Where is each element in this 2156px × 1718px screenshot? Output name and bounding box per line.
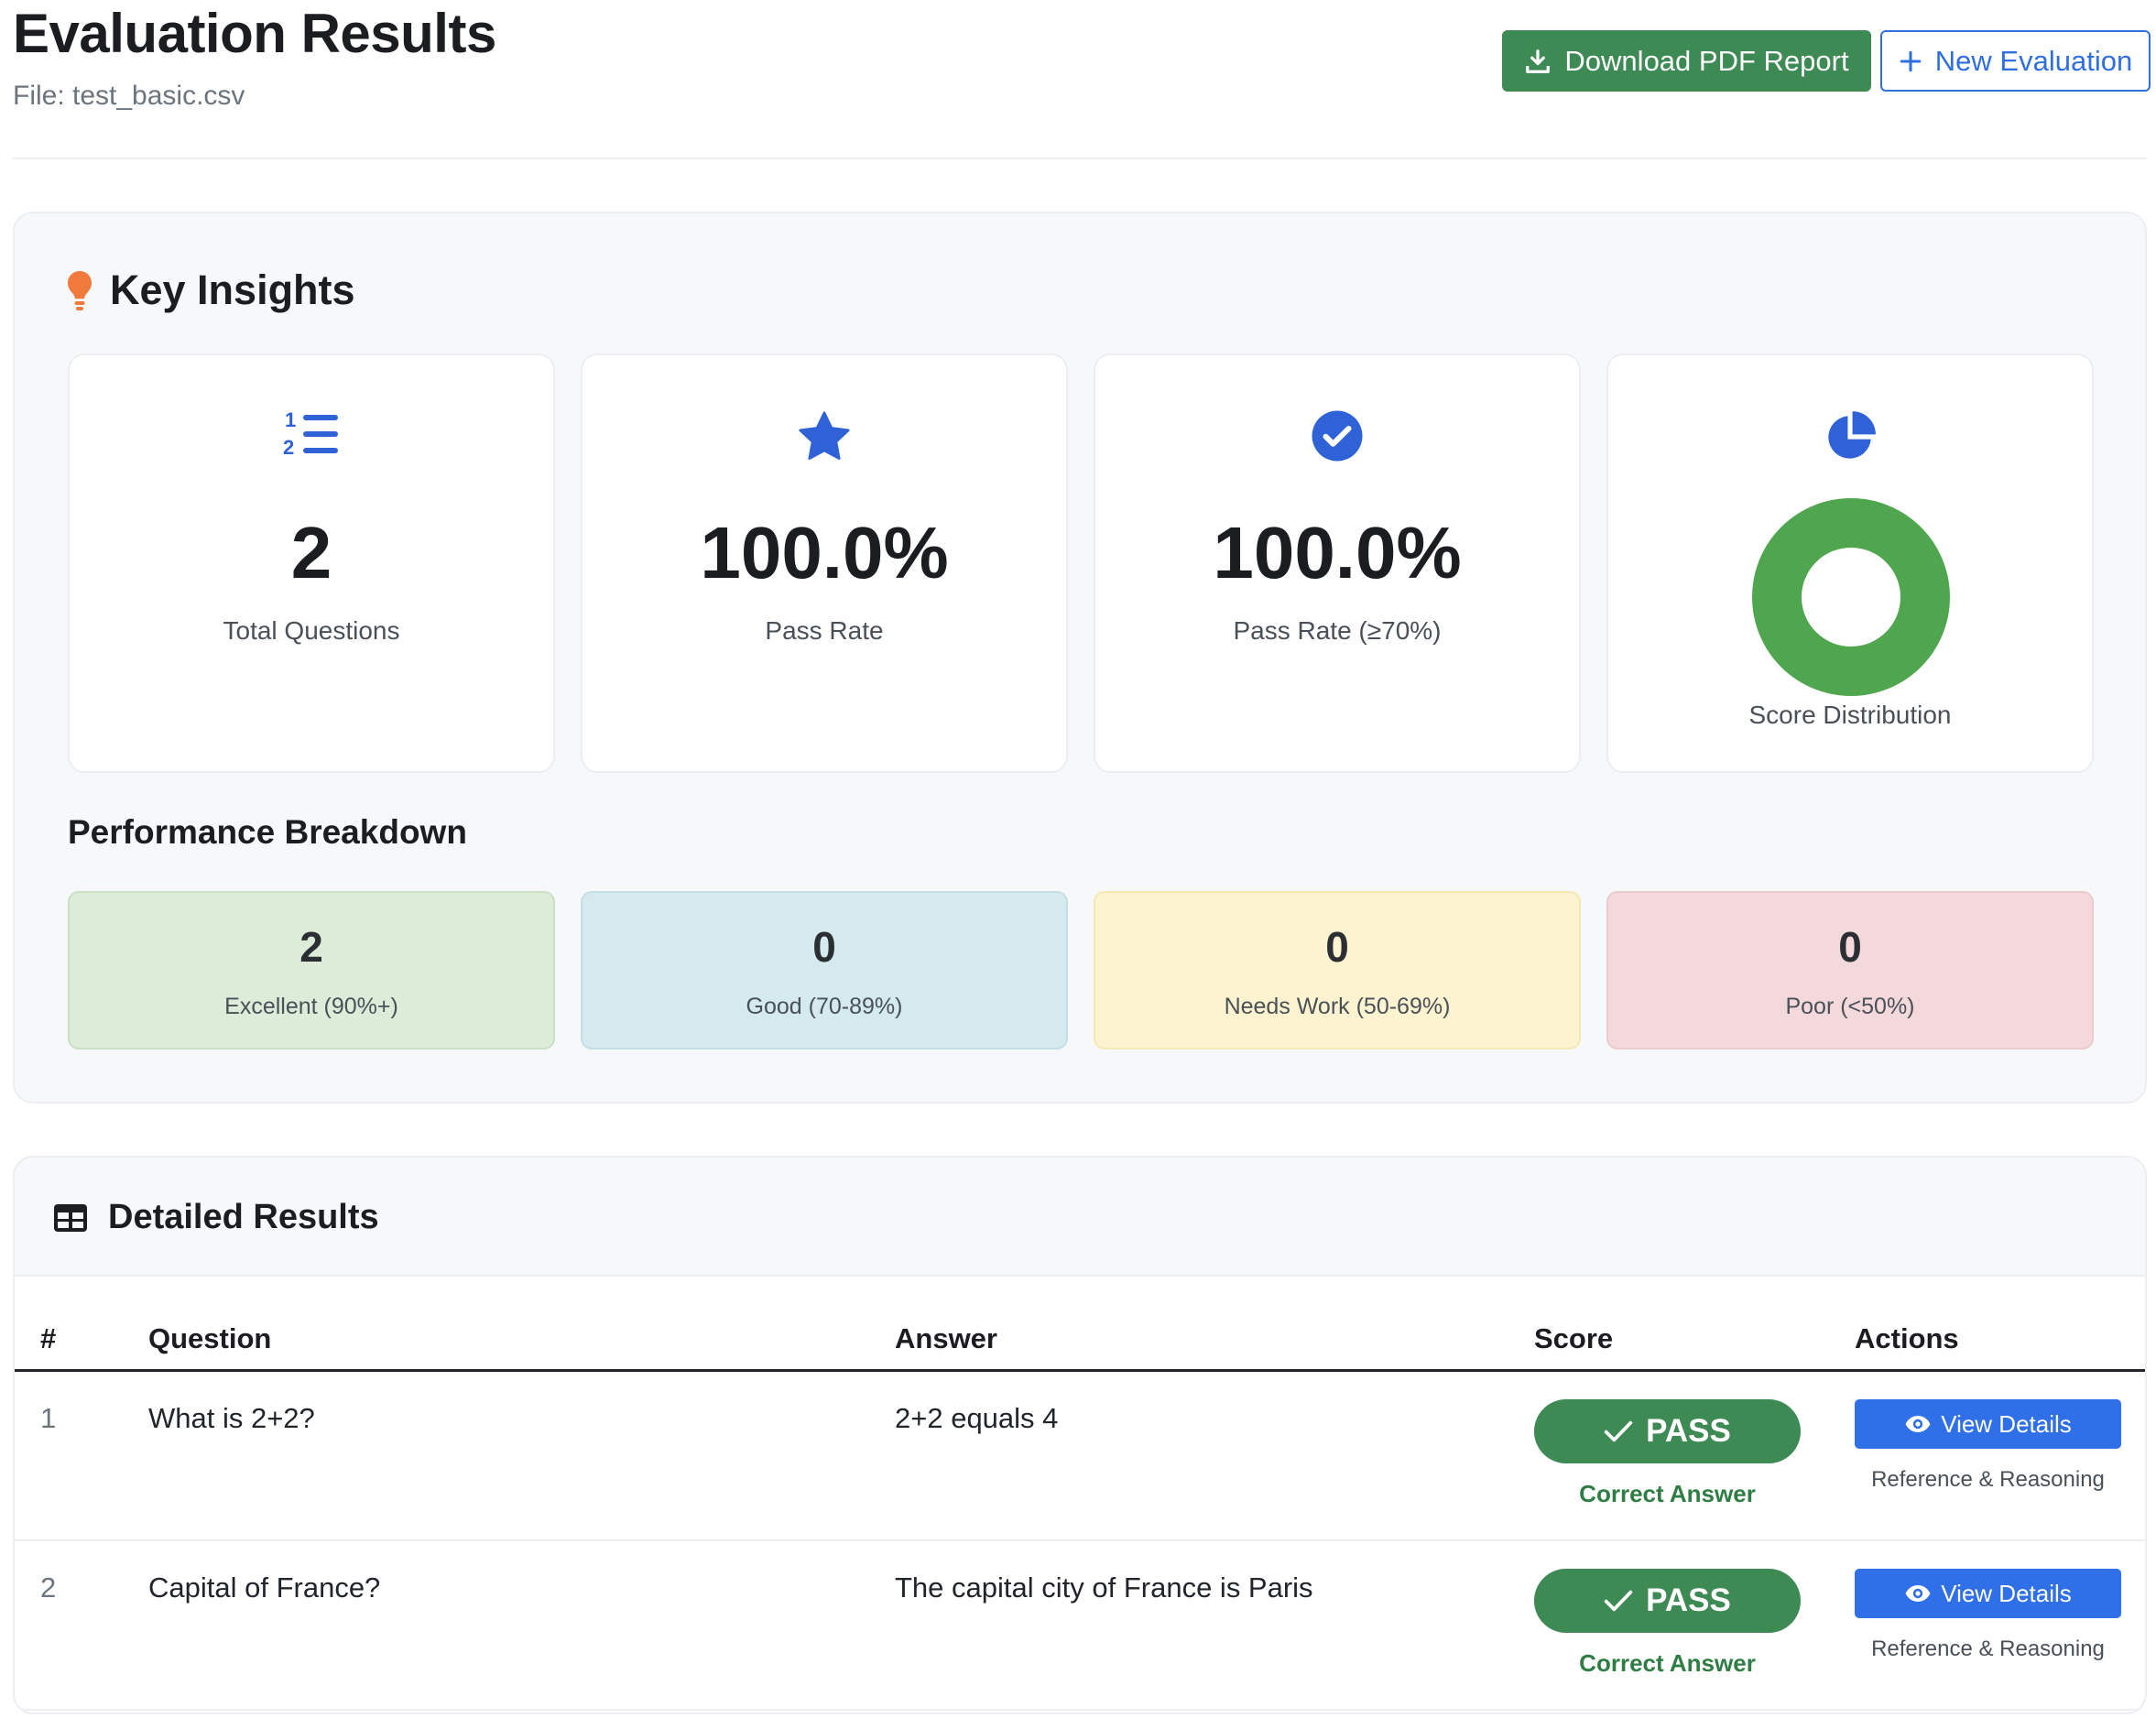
detailed-results-panel: Detailed Results # Question Answer Score… [13, 1156, 2147, 1714]
table-row: 1 What is 2+2? 2+2 equals 4 PASS Correct… [15, 1372, 2145, 1541]
poor-count: 0 [1838, 923, 1862, 971]
pass-rate-threshold-value: 100.0% [1213, 512, 1462, 593]
key-insights-title: Key Insights [110, 266, 355, 313]
poor-card: 0 Poor (<50%) [1606, 891, 2094, 1049]
pass-rate-label: Pass Rate [765, 616, 884, 645]
table-row: 2 Capital of France? The capital city of… [15, 1541, 2145, 1711]
eye-icon [1905, 1416, 1931, 1432]
good-count: 0 [812, 923, 836, 971]
question-cell: What is 2+2? [148, 1402, 315, 1434]
view-details-button[interactable]: View Details [1855, 1399, 2121, 1449]
reference-reasoning-label: Reference & Reasoning [1871, 1636, 2105, 1661]
total-questions-value: 2 [290, 512, 332, 593]
pass-rate-value: 100.0% [700, 512, 949, 593]
col-header-actions: Actions [1855, 1322, 1959, 1354]
view-details-button[interactable]: View Details [1855, 1569, 2121, 1618]
excellent-label: Excellent (90%+) [224, 994, 398, 1019]
good-label: Good (70-89%) [746, 994, 903, 1019]
star-icon [799, 411, 850, 461]
needs-work-card: 0 Needs Work (50-69%) [1094, 891, 1581, 1049]
col-header-num: # [40, 1322, 57, 1354]
eye-icon [1905, 1585, 1931, 1602]
needs-work-count: 0 [1325, 923, 1349, 971]
total-questions-card: 1 2 2 Total Questions [68, 353, 555, 773]
pass-badge: PASS [1534, 1569, 1801, 1633]
poor-label: Poor (<50%) [1785, 994, 1915, 1019]
score-distribution-donut [1752, 498, 1950, 696]
col-header-score: Score [1534, 1322, 1614, 1354]
good-card: 0 Good (70-89%) [581, 891, 1068, 1049]
pie-chart-icon [1828, 411, 1876, 459]
check-circle-icon [1312, 410, 1363, 462]
pass-rate-card: 100.0% Pass Rate [581, 353, 1068, 773]
performance-breakdown-heading: Performance Breakdown [68, 813, 467, 851]
pass-rate-threshold-card: 100.0% Pass Rate (≥70%) [1094, 353, 1581, 773]
new-evaluation-button[interactable]: New Evaluation [1880, 30, 2151, 92]
plus-icon [1900, 50, 1922, 71]
table-icon [54, 1203, 87, 1232]
reference-reasoning-label: Reference & Reasoning [1871, 1467, 2105, 1492]
row-number: 1 [40, 1402, 57, 1434]
new-evaluation-label: New Evaluation [1934, 44, 2133, 77]
svg-text:1: 1 [285, 408, 296, 431]
lightbulb-icon [68, 271, 92, 310]
page-title: Evaluation Results [13, 3, 496, 64]
svg-text:2: 2 [283, 436, 294, 459]
pass-label: PASS [1646, 1582, 1731, 1618]
needs-work-label: Needs Work (50-69%) [1224, 994, 1451, 1019]
key-insights-heading: Key Insights [66, 266, 355, 314]
download-pdf-button[interactable]: Download PDF Report [1502, 30, 1871, 92]
detailed-results-header: Detailed Results [15, 1158, 2145, 1277]
download-pdf-label: Download PDF Report [1564, 44, 1849, 77]
donut-excellent-segment [1752, 498, 1950, 696]
score-distribution-label: Score Distribution [1748, 701, 1952, 729]
score-distribution-card: Score Distribution [1606, 353, 2094, 773]
header-rule [15, 1369, 2145, 1372]
download-icon [1526, 49, 1551, 73]
detailed-results-heading: Detailed Results [53, 1198, 379, 1237]
correct-answer-label: Correct Answer [1579, 1649, 1756, 1677]
pass-rate-threshold-label: Pass Rate (≥70%) [1233, 616, 1442, 645]
checkmark-icon [1604, 1420, 1633, 1442]
results-table: # Question Answer Score Actions 1 What i… [15, 1277, 2145, 1713]
pass-badge: PASS [1534, 1399, 1801, 1463]
question-cell: Capital of France? [148, 1571, 381, 1604]
detailed-results-title: Detailed Results [108, 1198, 379, 1236]
excellent-card: 2 Excellent (90%+) [68, 891, 555, 1049]
numbered-list-icon: 1 2 [283, 408, 338, 459]
answer-cell: The capital city of France is Paris [895, 1571, 1313, 1604]
checkmark-icon [1604, 1590, 1633, 1612]
page-header: Evaluation Results File: test_basic.csv … [13, 0, 2151, 159]
file-name: File: test_basic.csv [13, 81, 245, 111]
pass-label: PASS [1646, 1413, 1731, 1449]
key-insights-panel: Key Insights 1 2 2 Total Questions 100.0… [13, 212, 2147, 1104]
view-details-label: View Details [1941, 1409, 2072, 1438]
col-header-question: Question [148, 1322, 272, 1354]
correct-answer-label: Correct Answer [1579, 1480, 1756, 1507]
col-header-answer: Answer [895, 1322, 997, 1354]
excellent-count: 2 [299, 923, 323, 971]
view-details-label: View Details [1941, 1579, 2072, 1607]
row-number: 2 [40, 1571, 57, 1604]
total-questions-label: Total Questions [223, 616, 400, 645]
answer-cell: 2+2 equals 4 [895, 1402, 1059, 1434]
